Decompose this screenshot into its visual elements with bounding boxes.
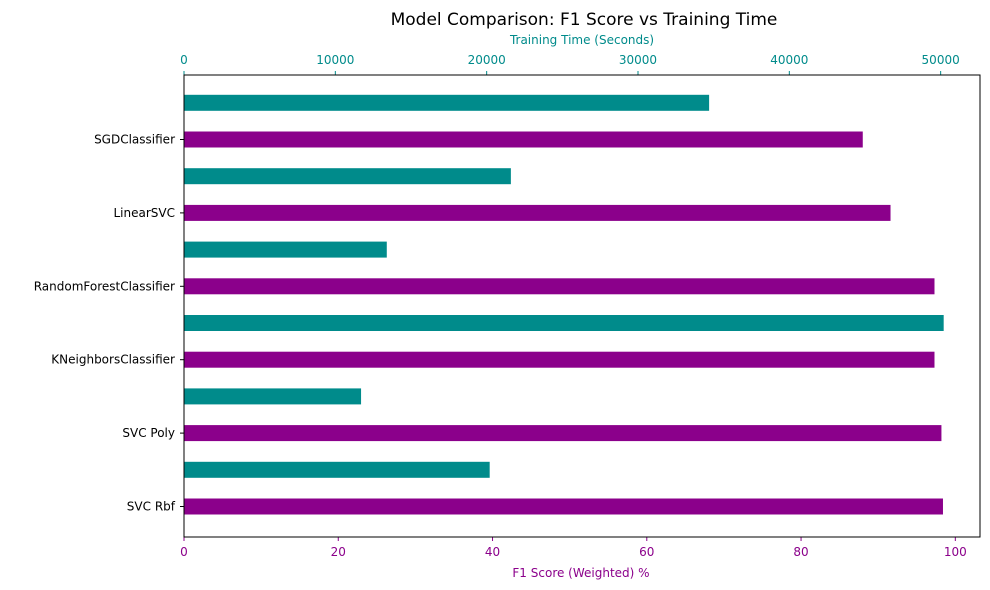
f1-bar [184,204,891,221]
bottom-axis: 0 20 40 60 80 100 [180,537,967,559]
top-axis-title: Training Time (Seconds) [509,33,654,47]
training-time-bar [184,241,387,258]
training-time-bar [184,461,490,478]
category-label: SVC Rbf [127,500,176,514]
bottom-tick-label: 60 [639,545,654,559]
training-time-bar [184,94,710,111]
training-time-bar [184,315,944,331]
bottom-tick-label: 40 [485,545,500,559]
training-time-bar [184,388,362,405]
category-label: SGDClassifier [94,133,175,147]
category-label: RandomForestClassifier [34,279,175,293]
bars [184,94,944,515]
category-labels: SGDClassifier LinearSVC RandomForestClassi… [34,133,184,514]
category-label: SVC Poly [122,426,175,440]
top-axis: 0 10000 20000 30000 40000 50000 [180,53,960,75]
f1-bar [184,498,943,515]
top-tick-label: 10000 [316,53,354,67]
f1-bar [184,131,863,148]
category-label: KNeighborsClassifier [51,353,175,367]
top-tick-label: 40000 [770,53,808,67]
f1-bar [184,351,935,368]
top-tick-label: 30000 [619,53,657,67]
chart-title: Model Comparison: F1 Score vs Training T… [391,10,778,30]
f1-bar [184,425,942,442]
category-label: LinearSVC [114,206,176,220]
bottom-tick-label: 100 [944,545,967,559]
top-tick-label: 50000 [922,53,960,67]
bottom-tick-label: 0 [180,545,188,559]
top-tick-label: 20000 [468,53,506,67]
bottom-tick-label: 80 [793,545,808,559]
bottom-tick-label: 20 [331,545,346,559]
training-time-bar [184,168,511,185]
bottom-axis-title: F1 Score (Weighted) % [512,566,649,580]
top-tick-label: 0 [180,53,188,67]
plot-frame [183,74,981,538]
f1-bar [184,278,935,295]
